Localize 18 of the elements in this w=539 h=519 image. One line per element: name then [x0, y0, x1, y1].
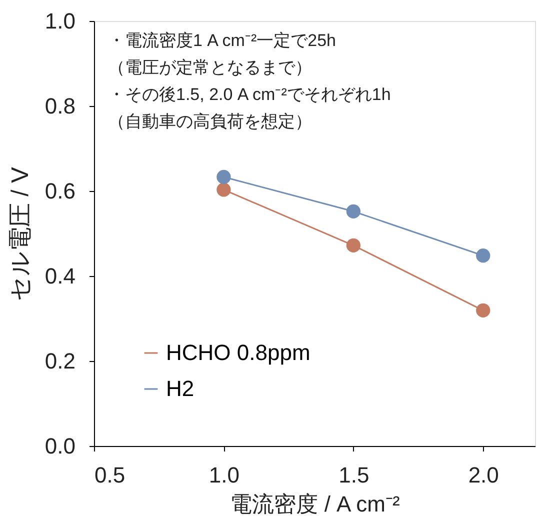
annotation: （自動車の高負荷を想定）	[108, 112, 312, 131]
annotation: （電圧が定常となるまで）	[108, 58, 312, 77]
annotation: ・その後1.5, 2.0 A cm⁻²でそれぞれ1h	[108, 85, 391, 104]
x-tick-label: 1.5	[338, 462, 370, 488]
legend-label: H2	[166, 376, 194, 401]
x-tick-label: 1.0	[208, 462, 240, 488]
x-tick-label: 2.0	[468, 462, 499, 488]
y-tick-label: 1.0	[44, 8, 76, 34]
y-tick-label: 0.6	[44, 178, 76, 204]
y-tick-label: 0.0	[44, 434, 76, 458]
legend-label: HCHO 0.8ppm	[166, 340, 310, 365]
y-tick-label: 0.2	[44, 348, 76, 374]
y-tick-label: 0.4	[44, 264, 76, 288]
x-tick-label: 0.5	[94, 462, 126, 488]
annotation: ・電流密度1 A cm⁻²一定で25h	[108, 31, 336, 50]
x-axis-title: 電流密度 / A cm⁻²	[230, 492, 400, 516]
y-tick-label: 0.8	[44, 94, 76, 118]
y-axis-title: セル電圧 / V	[6, 166, 34, 302]
